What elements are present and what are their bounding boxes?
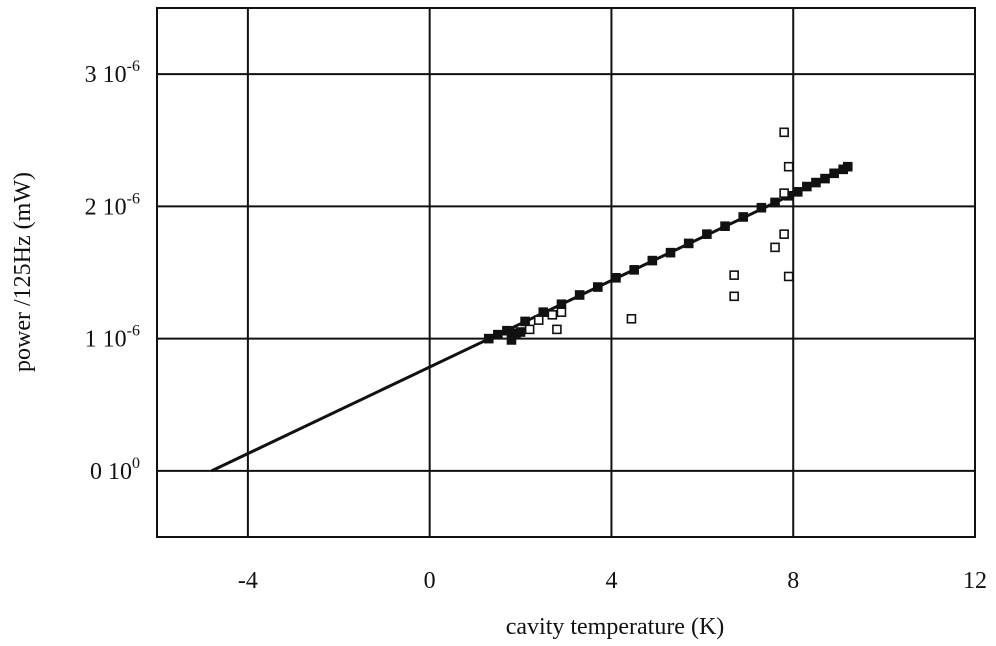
y-tick-label-base: 0 10 xyxy=(90,459,132,485)
y-tick-label-exponent: -6 xyxy=(127,323,140,340)
open-marker xyxy=(770,242,780,253)
filled-marker xyxy=(756,202,767,213)
x-axis-label: cavity temperature (K) xyxy=(506,614,725,640)
y-tick-label-exponent: -6 xyxy=(127,190,140,207)
open-marker xyxy=(552,324,562,335)
filled-marker xyxy=(802,181,812,192)
y-tick-label-base: 1 10 xyxy=(85,327,127,353)
open-marker xyxy=(779,229,789,239)
filled-marker xyxy=(829,168,839,179)
filled-marker xyxy=(683,238,694,249)
filled-marker xyxy=(483,333,494,344)
y-tick-label: 1 10-6 xyxy=(85,323,140,353)
y-tick-label: 2 10-6 xyxy=(85,190,140,220)
filled-marker xyxy=(556,299,567,310)
x-tick-label: 12 xyxy=(963,568,987,594)
open-marker xyxy=(729,291,739,302)
x-tick-label: 8 xyxy=(787,568,799,594)
filled-marker xyxy=(811,177,821,188)
x-tick-label: 0 xyxy=(424,568,436,594)
filled-marker xyxy=(792,187,803,197)
filled-marker xyxy=(515,327,526,337)
filled-marker xyxy=(502,325,512,336)
filled-marker xyxy=(520,316,530,327)
filled-marker xyxy=(702,229,712,239)
y-tick-label: 3 10-6 xyxy=(85,58,140,88)
open-marker xyxy=(783,271,794,282)
filled-marker xyxy=(720,221,730,232)
filled-marker xyxy=(820,173,830,184)
open-marker xyxy=(524,324,535,335)
filled-marker xyxy=(738,212,749,222)
open-marker xyxy=(556,307,567,317)
filled-marker xyxy=(574,290,585,300)
plot-frame xyxy=(156,7,976,538)
open-marker xyxy=(779,188,789,198)
x-tick-label: -4 xyxy=(238,568,258,594)
filled-marker xyxy=(842,161,853,172)
open-marker xyxy=(783,161,794,172)
filled-marker xyxy=(770,197,780,208)
x-tick-label: 4 xyxy=(605,568,617,594)
open-marker xyxy=(729,270,739,280)
y-axis-label: power /125Hz (mW) xyxy=(10,172,36,372)
filled-marker xyxy=(665,247,676,258)
filled-marker xyxy=(629,265,639,275)
y-tick-label-exponent: -6 xyxy=(127,58,140,75)
y-tick-label-exponent: 0 xyxy=(132,455,140,472)
filled-marker xyxy=(493,329,503,340)
open-marker xyxy=(779,127,789,138)
open-marker xyxy=(533,315,544,325)
filled-marker xyxy=(538,307,549,317)
y-tick-label-base: 3 10 xyxy=(85,62,127,88)
open-marker xyxy=(547,310,558,320)
y-tick-label: 0 100 xyxy=(90,455,140,485)
filled-marker xyxy=(593,282,603,292)
filled-marker xyxy=(611,272,621,283)
open-marker xyxy=(626,313,637,324)
filled-marker xyxy=(647,255,658,266)
y-tick-label-base: 2 10 xyxy=(85,194,127,220)
